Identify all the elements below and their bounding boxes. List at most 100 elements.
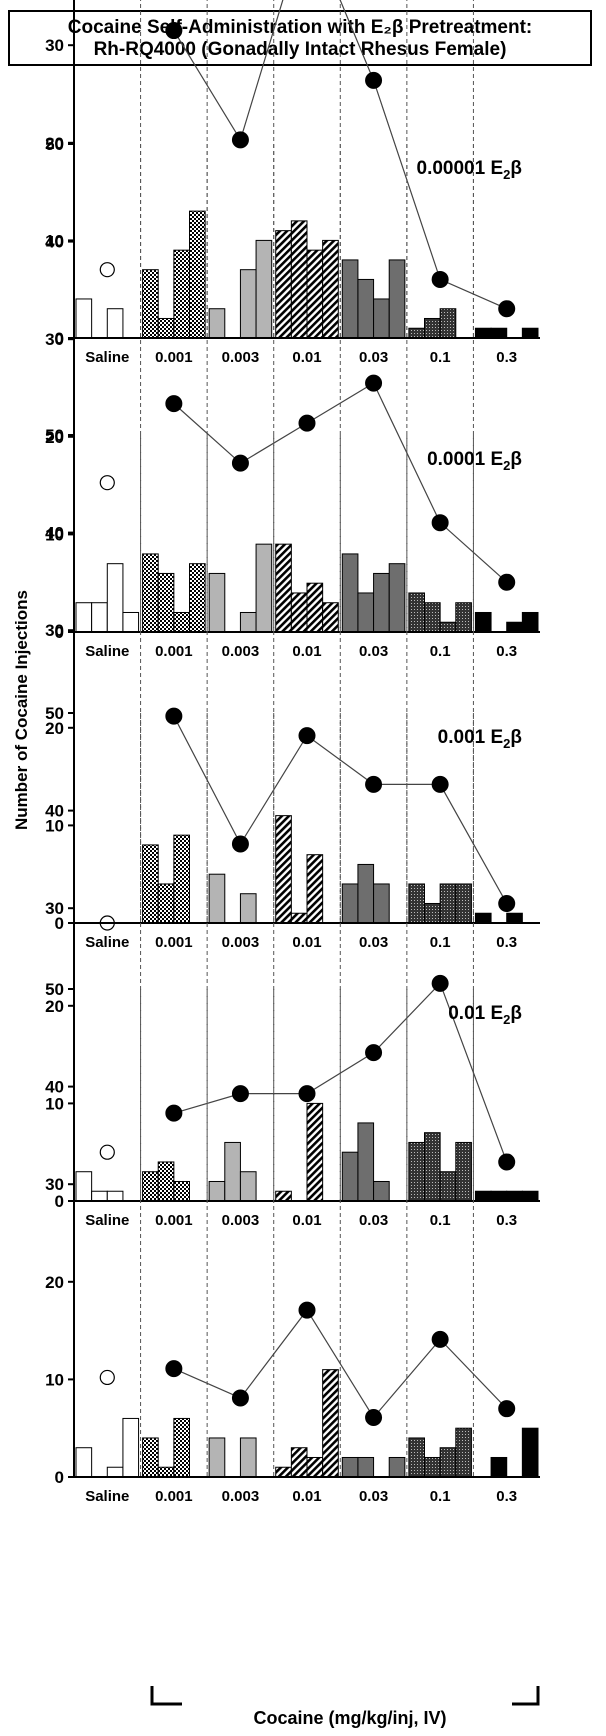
x-tick-label: 0.001	[155, 643, 193, 660]
session-bar	[239, 893, 257, 924]
mean-marker	[365, 775, 383, 793]
mean-line	[173, 715, 508, 904]
session-bar	[424, 602, 441, 633]
mean-line	[173, 382, 508, 583]
x-tick-label: 0.01	[292, 643, 321, 660]
session-bar	[173, 1180, 191, 1202]
session-bar	[341, 259, 359, 339]
session-bar	[408, 592, 426, 633]
mean-marker	[431, 1330, 449, 1348]
session-bar	[341, 1456, 359, 1478]
x-bracket-left	[150, 1686, 182, 1706]
session-bar	[157, 317, 175, 339]
session-bar	[290, 592, 308, 633]
x-tick-label: 0.1	[430, 643, 451, 660]
x-tick-label: 0.3	[496, 643, 517, 660]
session-bar	[275, 1466, 292, 1478]
mean-marker	[431, 974, 449, 992]
x-tick-label: 0.001	[155, 1488, 193, 1505]
x-tick-label: 0.1	[430, 1488, 451, 1505]
session-bar	[521, 327, 539, 339]
x-bracket-right	[512, 1686, 540, 1706]
session-bar	[208, 873, 226, 924]
session-bar	[75, 298, 93, 339]
session-bar	[173, 611, 191, 633]
session-bar	[75, 1171, 93, 1202]
session-bar	[357, 592, 375, 633]
mean-marker	[231, 1085, 249, 1103]
session-bar	[408, 1437, 426, 1478]
x-tick-label: 0.003	[222, 349, 260, 366]
session-bar	[91, 1190, 108, 1202]
panel-title: 0.001 E2β	[438, 727, 522, 751]
mean-marker	[365, 374, 383, 392]
session-bar	[142, 269, 159, 339]
session-bar	[521, 611, 539, 633]
y-tick-label: 40	[45, 802, 64, 821]
session-bar	[490, 327, 508, 339]
session-bar	[157, 572, 175, 633]
mean-marker	[165, 22, 183, 40]
x-tick-label: 0.03	[359, 349, 388, 366]
mean-marker	[431, 270, 449, 288]
session-bar	[388, 259, 406, 339]
mean-marker	[365, 71, 383, 89]
mean-marker	[231, 835, 249, 853]
session-bar	[388, 563, 406, 633]
x-tick-label: 0.001	[155, 349, 193, 366]
x-tick-label: 0.01	[292, 1212, 321, 1229]
session-bar	[341, 553, 359, 633]
saline-mean-marker	[99, 475, 115, 491]
session-bar	[173, 834, 191, 924]
x-tick-label: 0.1	[430, 1212, 451, 1229]
session-bar	[306, 1456, 324, 1478]
session-bar	[208, 1180, 226, 1202]
mean-marker	[298, 727, 316, 745]
session-bar	[290, 1447, 308, 1478]
session-bar	[275, 1190, 292, 1202]
session-bar	[506, 1190, 523, 1202]
x-tick-label: 0.03	[359, 643, 388, 660]
session-bar	[122, 1417, 140, 1478]
session-bar	[424, 1456, 441, 1478]
y-tick-label: 20	[45, 428, 64, 447]
y-tick-label: 0	[55, 623, 64, 642]
session-bar	[424, 317, 441, 339]
session-bar	[142, 1171, 159, 1202]
saline-mean-marker	[99, 1144, 115, 1160]
session-bar	[239, 269, 257, 339]
session-bar	[290, 220, 308, 339]
session-bar	[322, 602, 339, 633]
session-bar	[322, 239, 339, 339]
session-bar	[106, 563, 124, 633]
mean-marker	[298, 1085, 316, 1103]
session-bar	[208, 308, 226, 339]
y-tick-label: 10	[45, 525, 64, 544]
session-bar	[75, 602, 93, 633]
session-bar	[408, 883, 426, 924]
session-bar	[341, 883, 359, 924]
figure-title-line2: Rh-RQ4000 (Gonadally Intact Rhesus Femal…	[93, 39, 507, 60]
x-tick-label: 0.003	[222, 643, 260, 660]
session-bar	[424, 902, 441, 924]
y-tick-label: 10	[45, 1370, 64, 1389]
session-bar	[474, 1190, 492, 1202]
session-bar	[521, 1190, 539, 1202]
x-tick-label: Saline	[85, 643, 129, 660]
y-tick-label: 10	[45, 1094, 64, 1113]
session-bar	[357, 1456, 375, 1478]
session-bar	[142, 1437, 159, 1478]
session-bar	[474, 327, 492, 339]
session-bar	[173, 1417, 191, 1478]
saline-mean-marker	[99, 262, 115, 278]
session-bar	[439, 621, 457, 633]
y-tick-label: 20	[45, 997, 64, 1016]
session-bar	[408, 327, 426, 339]
figure-title-box: Cocaine Self-Administration with E₂β Pre…	[8, 10, 592, 66]
session-bar	[322, 1369, 339, 1478]
session-bar	[439, 883, 457, 924]
x-tick-label: 0.003	[222, 1488, 260, 1505]
mean-marker	[165, 1104, 183, 1122]
mean-marker	[365, 1044, 383, 1062]
